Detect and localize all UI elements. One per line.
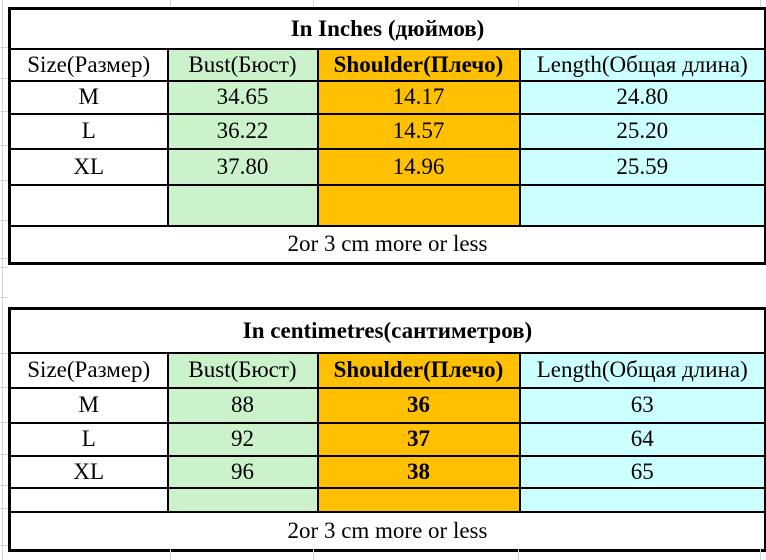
table-row: XL 96 38 65 xyxy=(8,455,766,489)
spreadsheet-gridline xyxy=(0,78,8,79)
shoulder-cell: 14.57 xyxy=(316,113,521,150)
spreadsheet-gridline xyxy=(0,297,8,298)
size-cell: L xyxy=(8,422,169,457)
table-row: L 92 37 64 xyxy=(8,422,766,457)
shoulder-cell: 36 xyxy=(316,387,521,424)
bust-cell: 37.80 xyxy=(166,148,319,186)
empty-cell xyxy=(518,487,766,513)
header-shoulder: Shoulder(Плечо) xyxy=(316,48,521,82)
header-length: Length(Общая длина) xyxy=(518,48,766,82)
spreadsheet-gridline xyxy=(0,545,8,546)
spreadsheet-gridline xyxy=(0,485,8,486)
size-cell: XL xyxy=(8,148,169,186)
table-title-inches: In Inches (дюймов) xyxy=(8,7,766,50)
spreadsheet-gridline xyxy=(0,258,8,259)
spreadsheet-gridline xyxy=(760,0,761,7)
spreadsheet-gridline xyxy=(0,180,8,181)
spreadsheet-gridline xyxy=(0,387,8,388)
spreadsheet-gridline xyxy=(0,508,8,509)
spreadsheet-gridline xyxy=(0,267,8,268)
spreadsheet-gridline xyxy=(518,548,519,560)
empty-cell xyxy=(166,184,319,227)
table-row: In Inches (дюймов) xyxy=(8,7,766,50)
table-row: M 34.65 14.17 24.80 xyxy=(8,80,766,115)
empty-cell xyxy=(316,487,521,513)
spreadsheet-gridline xyxy=(518,0,519,7)
header-bust: Bust(Бюст) xyxy=(166,48,319,82)
spreadsheet-gridline xyxy=(313,0,314,7)
header-size: Size(Размер) xyxy=(8,352,169,389)
tolerance-note: 2or 3 cm more or less xyxy=(8,225,766,265)
spreadsheet-gridline xyxy=(170,0,171,7)
length-cell: 63 xyxy=(518,387,766,424)
spreadsheet-gridline xyxy=(0,47,8,48)
spreadsheet-gridline xyxy=(0,422,8,423)
bust-cell: 88 xyxy=(166,387,319,424)
empty-cell xyxy=(8,487,169,513)
table-row: In centimetres(сантиметров) xyxy=(8,307,766,354)
size-cell: L xyxy=(8,113,169,150)
length-cell: 25.59 xyxy=(518,148,766,186)
empty-cell xyxy=(8,184,169,227)
header-size: Size(Размер) xyxy=(8,48,169,82)
table-row: 2or 3 cm more or less xyxy=(8,225,766,265)
bust-cell: 96 xyxy=(166,455,319,489)
spreadsheet-gridline xyxy=(313,548,314,560)
table-row: Size(Размер) Bust(Бюст) Shoulder(Плечо) … xyxy=(8,352,766,389)
size-cell: XL xyxy=(8,455,169,489)
shoulder-cell: 14.17 xyxy=(316,80,521,115)
size-table-inches: In Inches (дюймов) Size(Размер) Bust(Бюс… xyxy=(8,7,766,265)
empty-cell xyxy=(518,184,766,227)
header-shoulder: Shoulder(Плечо) xyxy=(316,352,521,389)
size-cell: M xyxy=(8,387,169,424)
tolerance-note: 2or 3 cm more or less xyxy=(8,511,766,552)
size-table-centimetres: In centimetres(сантиметров) Size(Размер)… xyxy=(8,307,766,552)
length-cell: 25.20 xyxy=(518,113,766,150)
table-row: 2or 3 cm more or less xyxy=(8,511,766,552)
spreadsheet-gridline xyxy=(0,145,8,146)
table-row: Size(Размер) Bust(Бюст) Shoulder(Плечо) … xyxy=(8,48,766,82)
bust-cell: 34.65 xyxy=(166,80,319,115)
spreadsheet-gridline xyxy=(760,548,761,560)
table-row: L 36.22 14.57 25.20 xyxy=(8,113,766,150)
length-cell: 24.80 xyxy=(518,80,766,115)
empty-cell xyxy=(316,184,521,227)
empty-cell xyxy=(166,487,319,513)
spreadsheet-gridline xyxy=(2,0,3,560)
bust-cell: 36.22 xyxy=(166,113,319,150)
spreadsheet-gridline xyxy=(0,353,8,354)
spreadsheet-gridline xyxy=(170,548,171,560)
header-length: Length(Общая длина) xyxy=(518,352,766,389)
shoulder-cell: 38 xyxy=(316,455,521,489)
table-row: XL 37.80 14.96 25.59 xyxy=(8,148,766,186)
spreadsheet-gridline xyxy=(0,220,8,221)
bust-cell: 92 xyxy=(166,422,319,457)
spreadsheet-gridline xyxy=(0,111,8,112)
length-cell: 64 xyxy=(518,422,766,457)
size-cell: M xyxy=(8,80,169,115)
table-row-empty xyxy=(8,184,766,227)
spreadsheet-gridline xyxy=(0,454,8,455)
length-cell: 65 xyxy=(518,455,766,489)
shoulder-cell: 37 xyxy=(316,422,521,457)
table-row: M 88 36 63 xyxy=(8,387,766,424)
shoulder-cell: 14.96 xyxy=(316,148,521,186)
table-title-centimetres: In centimetres(сантиметров) xyxy=(8,307,766,354)
table-row-empty xyxy=(8,487,766,513)
header-bust: Bust(Бюст) xyxy=(166,352,319,389)
